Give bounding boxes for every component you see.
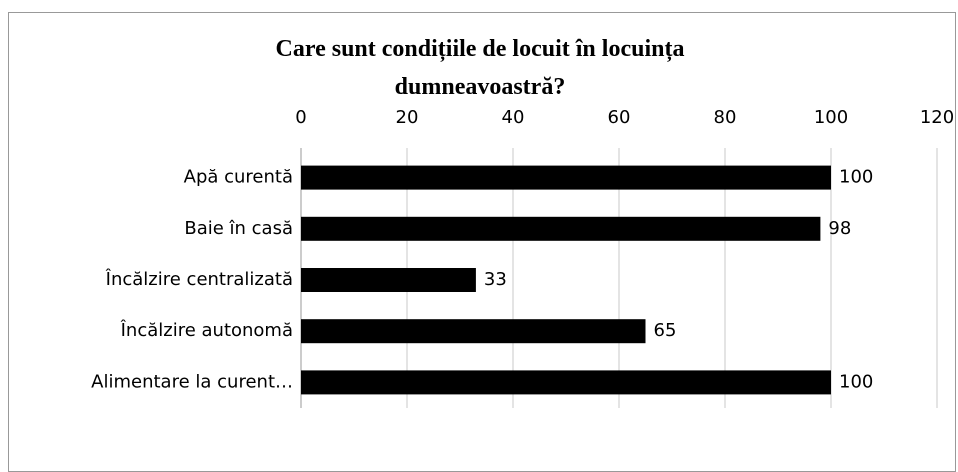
bar bbox=[301, 165, 831, 190]
y-tick-label: Încălzire autonomă bbox=[120, 319, 293, 341]
y-tick-label: Apă curentă bbox=[184, 167, 293, 188]
bar bbox=[301, 319, 646, 344]
page: 0 20 40 60 80 100 120 Apă curentă 100 Baie în cas… bbox=[8, 12, 956, 472]
bar bbox=[301, 370, 831, 395]
data-label: 65 bbox=[654, 320, 677, 341]
data-label: 100 bbox=[839, 371, 873, 392]
y-tick-label: Alimentare la curent… bbox=[91, 371, 293, 392]
x-tick-label: 100 bbox=[814, 107, 848, 128]
y-tick-label: Încălzire centralizată bbox=[105, 268, 293, 290]
x-tick-label: 120 bbox=[920, 107, 954, 128]
y-tick-label: Baie în casă bbox=[184, 218, 293, 239]
x-tick-label: 60 bbox=[608, 107, 631, 128]
x-tick-label: 80 bbox=[714, 107, 737, 128]
bar bbox=[301, 268, 476, 292]
x-tick-label: 40 bbox=[502, 107, 525, 128]
data-label: 100 bbox=[839, 167, 873, 188]
bar bbox=[301, 216, 821, 241]
data-label: 33 bbox=[484, 269, 507, 290]
x-tick-label: 0 bbox=[295, 107, 306, 128]
data-label: 98 bbox=[828, 218, 851, 239]
chart-title: Care sunt condițiile de locuit în locuin… bbox=[275, 36, 685, 100]
chart: 0 20 40 60 80 100 120 Apă curentă 100 Baie în cas… bbox=[91, 107, 954, 408]
x-tick-label: 20 bbox=[396, 107, 419, 128]
